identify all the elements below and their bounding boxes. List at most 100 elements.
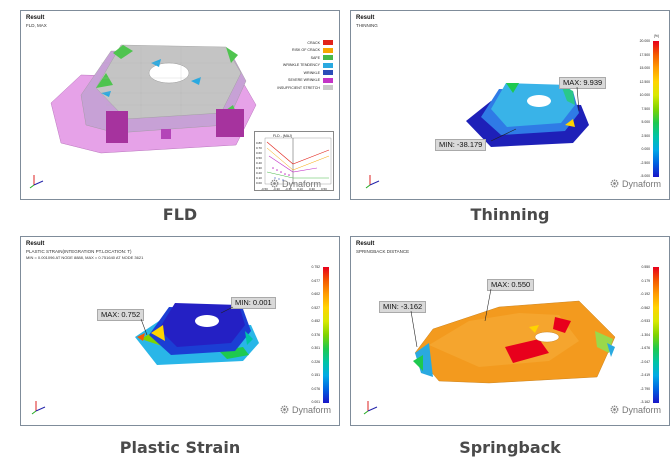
fld-x-tick: 0.30 [309,187,315,191]
legend-row-crack: CRACK [247,39,333,47]
fld-legend: CRACK RISK OF CRACK SAFE WRINKLE TENDENC… [247,39,333,92]
legend-label: INSUFFICIENT STRETCH [277,85,320,90]
legend-swatch [323,47,333,53]
thinning-leader-lines [490,86,580,142]
gear-icon [280,405,289,414]
brand-text: Dynaform [621,404,661,415]
thinning-scale-bar [653,41,659,177]
fld-diagram-graph: 0.80 0.70 0.60 0.50 0.40 0.30 0.20 0.10 … [256,137,332,191]
legend-label: CRACK [307,40,320,45]
axis-triad-icon [31,401,46,415]
fld-diagram: FLD - (MAJ) 0.80 0.70 0.60 0.50 0.40 0.3… [254,131,334,191]
scale-tick: -2.419 [640,373,650,377]
dynaform-logo: Dynaform [279,404,331,415]
legend-label: WRINKLE [303,70,320,75]
legend-swatch [323,40,333,46]
legend-row-severe-wrinkle: SEVERE WRINKLE [247,77,333,85]
fld-y-tick: 0.10 [256,176,262,180]
thinning-subtitle: THINNING [356,23,378,28]
scale-tick: 0.001 [311,400,321,404]
scale-tick: -3.162 [640,400,650,404]
scale-tick: -0.562 [640,305,650,310]
gear-icon [610,405,619,414]
fld-diagram-title: FLD - (MAJ) [273,134,293,138]
thinning-max-callout: MAX: 9.939 [559,77,607,89]
legend-row-wrinkle-tendency: WRINKLE TENDENCY [247,62,333,70]
axis-triad-icon [29,175,44,189]
legend-row-safe: SAFE [247,54,333,62]
scale-tick: 12.500 [639,79,650,84]
scale-tick: -2.790 [640,386,650,391]
springback-header: Result [356,241,375,247]
scale-tick: 0.452 [311,319,321,323]
legend-swatch [323,62,333,68]
scale-tick: 0.550 [641,265,651,269]
brand-text: Dynaform [621,178,661,189]
plastic-leader-lines [140,306,234,336]
fld-y-tick: 0.80 [256,141,262,145]
scale-tick: -5.000 [640,174,650,178]
scale-tick: 0.752 [311,265,321,269]
legend-label: WRINKLE TENDENCY [282,63,320,68]
dynaform-logo: Dynaform [609,404,661,415]
scale-tick: 7.500 [641,106,651,111]
scale-tick: 10.000 [639,93,650,97]
scale-tick: 20.000 [639,39,650,43]
springback-leader-lines [410,288,492,348]
legend-swatch [323,85,333,91]
scale-tick: 0.376 [311,332,321,337]
legend-swatch [323,70,333,76]
fld-part-render [50,44,257,154]
fld-caption: FLD [162,205,198,224]
thinning-part-render [466,83,589,147]
scale-tick: 0.000 [641,147,651,151]
fld-x-tick: 0.50 [321,187,327,191]
plastic-subtitle: PLASTIC STRAIN(INTEGRATION PT.LOCATION: … [26,249,132,254]
gear-icon [610,179,619,188]
fld-y-tick: 0.30 [256,166,262,170]
fld-y-tick: 0.20 [256,171,262,175]
scale-tick: -1.304 [640,332,650,337]
scale-tick: -0.192 [640,292,650,296]
thinning-min-callout: MIN: -38.179 [435,139,487,151]
legend-swatch [323,55,333,61]
plastic-subtitle-2: MIN = 0.001096 AT NODE 8888, MAX = 0.751… [26,255,144,260]
scale-tick: -0.933 [640,319,650,323]
fld-x-tick: 0.10 [297,187,303,191]
dynaform-logo: Dynaform [269,178,321,189]
legend-row-risk-of-crack: RISK OF CRACK [247,47,333,55]
fld-y-tick: 0.00 [256,181,262,185]
scale-tick: 0.677 [311,278,321,283]
scale-tick: 15.000 [639,66,650,70]
dynaform-logo: Dynaform [609,178,661,189]
springback-scale-bar [653,267,659,403]
plastic-part-render [135,303,259,365]
thinning-scale-unit: (%) [653,34,659,38]
scale-tick: 17.500 [639,52,650,57]
thinning-scale: (%) 20.000 17.500 15.000 12.500 10.000 7… [629,34,659,178]
plastic-header: Result [26,241,45,247]
fld-y-tick: 0.70 [256,146,262,150]
scale-tick: 0.301 [311,346,321,350]
brand-text: Dynaform [291,404,331,415]
thinning-header: Result [356,15,375,21]
plastic-strain-panel: Result PLASTIC STRAIN(INTEGRATION PT.LOC… [20,236,340,426]
fld-y-tick: 0.60 [256,151,262,155]
springback-max-callout: MAX: 0.550 [487,279,535,291]
legend-swatch [323,77,333,83]
springback-subtitle: SPRINGBACK DISTANCE [356,249,410,254]
springback-caption: Springback [459,438,561,457]
plastic-scale-bar [323,267,329,403]
fld-panel: Result FLD, MAX CRACK [20,10,340,200]
springback-panel: Result SPRINGBACK DISTANCE MAX: 0.550 MI… [350,236,670,426]
scale-tick: -2.047 [640,359,650,364]
axis-triad-icon [365,175,380,189]
springback-min-callout: MIN: -3.162 [379,301,427,313]
scale-tick: 0.527 [311,305,321,310]
springback-part-render [413,300,616,384]
scale-tick: -2.500 [640,160,650,165]
axis-triad-icon [363,401,378,415]
springback-scale: 0.550 0.179 -0.192 -0.562 -0.933 -1.304 … [629,265,659,404]
fld-header: Result [26,15,45,21]
scale-tick: 0.179 [641,278,651,283]
